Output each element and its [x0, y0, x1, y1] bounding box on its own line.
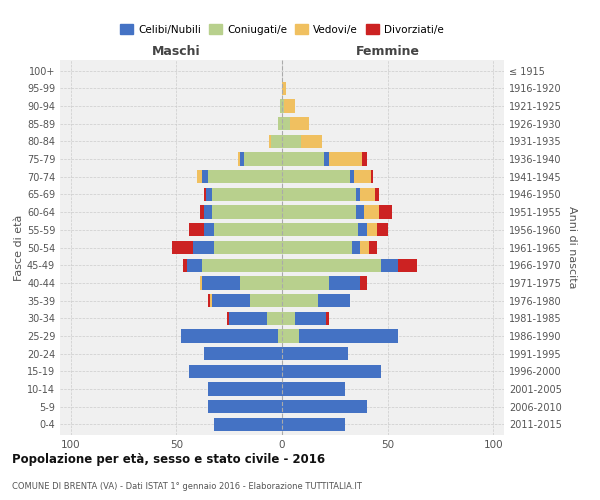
Bar	[229, 312, 267, 325]
Bar	[214, 223, 282, 236]
Bar	[282, 382, 346, 396]
Bar	[208, 382, 282, 396]
Bar	[240, 152, 244, 166]
Bar	[238, 152, 240, 166]
Bar	[197, 170, 202, 183]
Bar	[200, 276, 202, 289]
Bar	[227, 312, 229, 325]
Bar	[352, 241, 360, 254]
Bar	[282, 294, 318, 307]
Bar	[282, 364, 382, 378]
Bar	[204, 347, 282, 360]
Bar	[250, 294, 282, 307]
Bar	[379, 206, 392, 219]
Bar	[202, 170, 208, 183]
Bar	[200, 206, 204, 219]
Bar	[278, 117, 282, 130]
Bar	[181, 330, 278, 342]
Text: Femmine: Femmine	[356, 45, 420, 58]
Bar	[282, 276, 329, 289]
Bar	[329, 152, 362, 166]
Bar	[182, 258, 187, 272]
Bar	[364, 206, 379, 219]
Y-axis label: Fasce di età: Fasce di età	[14, 214, 24, 280]
Bar	[329, 276, 360, 289]
Bar	[212, 294, 250, 307]
Bar	[267, 312, 282, 325]
Bar	[282, 100, 284, 112]
Bar	[326, 312, 329, 325]
Bar	[282, 418, 346, 431]
Bar	[214, 241, 282, 254]
Bar	[284, 100, 295, 112]
Bar	[208, 170, 282, 183]
Bar	[282, 82, 286, 95]
Bar	[282, 330, 299, 342]
Bar	[324, 152, 329, 166]
Bar	[360, 241, 368, 254]
Bar	[282, 258, 382, 272]
Bar	[356, 188, 360, 201]
Bar	[356, 206, 364, 219]
Bar	[282, 170, 350, 183]
Bar	[367, 223, 377, 236]
Bar	[375, 188, 379, 201]
Bar	[358, 223, 367, 236]
Text: Popolazione per età, sesso e stato civile - 2016: Popolazione per età, sesso e stato civil…	[12, 452, 325, 466]
Bar	[282, 152, 324, 166]
Bar	[282, 241, 352, 254]
Y-axis label: Anni di nascita: Anni di nascita	[567, 206, 577, 289]
Bar	[193, 241, 214, 254]
Bar	[360, 188, 375, 201]
Bar	[282, 223, 358, 236]
Bar	[295, 312, 326, 325]
Bar	[282, 347, 347, 360]
Legend: Celibi/Nubili, Coniugati/e, Vedovi/e, Divorziati/e: Celibi/Nubili, Coniugati/e, Vedovi/e, Di…	[116, 20, 448, 39]
Bar	[208, 294, 210, 307]
Bar	[282, 400, 367, 413]
Bar	[282, 134, 301, 148]
Bar	[354, 170, 371, 183]
Bar	[204, 188, 206, 201]
Bar	[206, 188, 212, 201]
Bar	[282, 312, 295, 325]
Bar	[212, 206, 282, 219]
Bar	[244, 152, 282, 166]
Bar	[282, 117, 290, 130]
Bar	[290, 117, 310, 130]
Bar	[240, 276, 282, 289]
Bar	[301, 134, 322, 148]
Bar	[398, 258, 418, 272]
Bar	[187, 258, 202, 272]
Bar	[202, 276, 240, 289]
Bar	[360, 276, 367, 289]
Bar	[204, 223, 214, 236]
Bar	[271, 134, 282, 148]
Bar	[208, 400, 282, 413]
Bar	[318, 294, 350, 307]
Bar	[299, 330, 398, 342]
Bar	[212, 188, 282, 201]
Bar	[362, 152, 367, 166]
Bar	[282, 188, 356, 201]
Bar	[278, 330, 282, 342]
Bar	[214, 418, 282, 431]
Bar	[371, 170, 373, 183]
Bar	[280, 100, 282, 112]
Bar	[210, 294, 212, 307]
Text: COMUNE DI BRENTA (VA) - Dati ISTAT 1° gennaio 2016 - Elaborazione TUTTITALIA.IT: COMUNE DI BRENTA (VA) - Dati ISTAT 1° ge…	[12, 482, 362, 491]
Bar	[202, 258, 282, 272]
Bar	[189, 364, 282, 378]
Bar	[189, 223, 204, 236]
Text: Maschi: Maschi	[152, 45, 200, 58]
Bar	[204, 206, 212, 219]
Bar	[377, 223, 388, 236]
Bar	[382, 258, 398, 272]
Bar	[269, 134, 271, 148]
Bar	[350, 170, 354, 183]
Bar	[282, 206, 356, 219]
Bar	[172, 241, 193, 254]
Bar	[368, 241, 377, 254]
